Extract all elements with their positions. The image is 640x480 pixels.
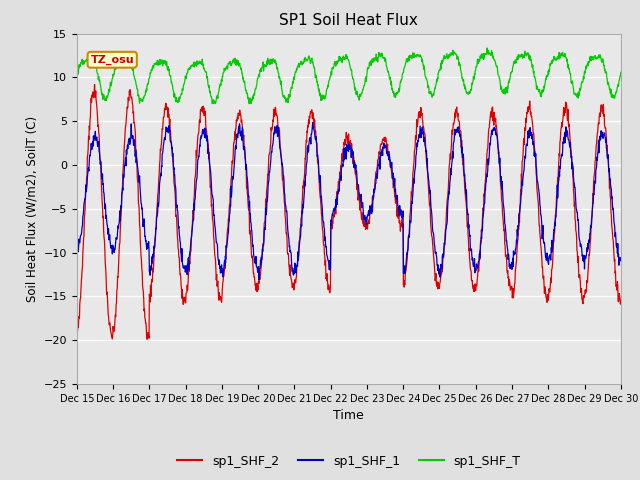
sp1_SHF_1 [505,254,513,260]
sp1_SHF_2 [182,300,189,306]
sp1_SHF_1 [255,264,262,269]
sp1_SHF_T [180,79,188,85]
sp1_SHF_T [194,61,202,67]
sp1_SHF_1 [617,258,625,264]
sp1_SHF_2 [617,298,625,304]
sp1_SHF_T [553,55,561,61]
sp1_SHF_T [73,67,81,73]
sp1_SHF_1 [73,256,81,262]
sp1_SHF_2 [434,286,442,292]
sp1_SHF_2 [91,82,99,87]
sp1_SHF_1 [255,277,263,283]
sp1_SHF_2 [505,283,513,288]
sp1_SHF_T [255,72,263,77]
sp1_SHF_1 [194,156,202,162]
Line: sp1_SHF_T: sp1_SHF_T [77,48,621,104]
sp1_SHF_1 [553,197,561,203]
X-axis label: Time: Time [333,409,364,422]
sp1_SHF_2 [143,336,151,342]
sp1_SHF_2 [255,274,263,280]
sp1_SHF_2 [73,326,81,332]
Legend: sp1_SHF_2, sp1_SHF_1, sp1_SHF_T: sp1_SHF_2, sp1_SHF_1, sp1_SHF_T [172,450,525,473]
Line: sp1_SHF_1: sp1_SHF_1 [77,122,621,280]
Text: TZ_osu: TZ_osu [90,55,134,65]
sp1_SHF_T [208,101,216,107]
sp1_SHF_T [617,69,625,75]
sp1_SHF_T [434,75,442,81]
sp1_SHF_2 [553,196,561,202]
sp1_SHF_2 [195,131,202,137]
Line: sp1_SHF_2: sp1_SHF_2 [77,84,621,339]
sp1_SHF_T [483,45,491,51]
Title: SP1 Soil Heat Flux: SP1 Soil Heat Flux [280,13,418,28]
sp1_SHF_1 [309,120,317,125]
sp1_SHF_1 [180,265,188,271]
sp1_SHF_1 [434,268,442,274]
Y-axis label: Soil Heat Flux (W/m2), SoilT (C): Soil Heat Flux (W/m2), SoilT (C) [25,116,38,302]
sp1_SHF_T [505,80,513,85]
